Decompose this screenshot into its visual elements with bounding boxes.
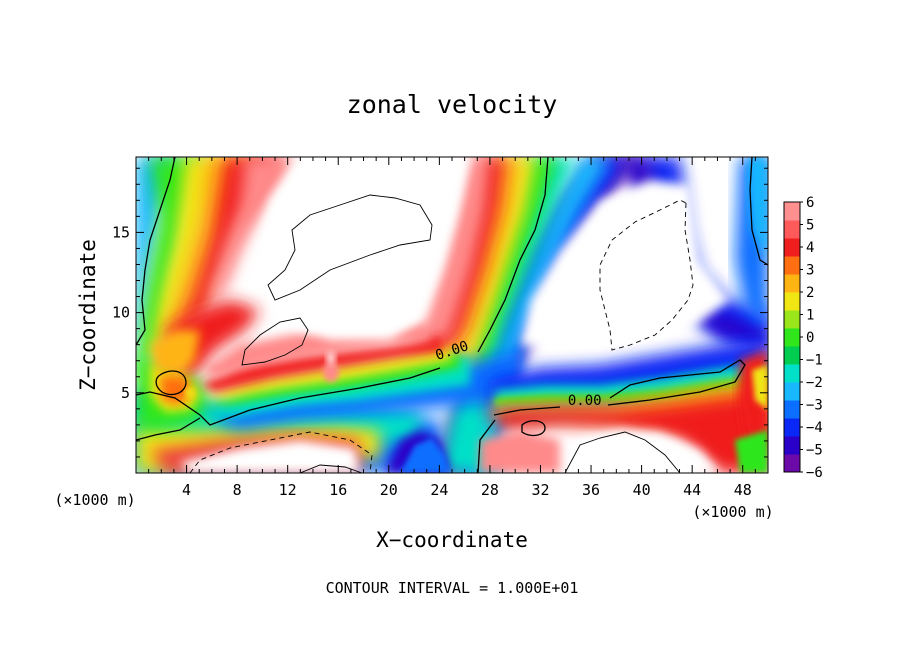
x-tick-label: 40 [633,481,651,499]
field-blob-3 [185,388,195,398]
colorbar-swatch [784,202,800,221]
x-tick-label: 20 [380,481,398,499]
colorbar-swatch [784,364,800,383]
colorbar-labels: 6 5 4 3 2 1 0 −1 −2 −3 −4 −5 −6 [800,195,823,481]
colorbar-label: 5 [806,218,814,234]
contour-interval-note: CONTOUR INTERVAL = 1.000E+01 [326,579,579,597]
colorbar-swatch [784,436,800,455]
x-axis-label: X−coordinate [376,528,528,552]
colorbar-label: 6 [806,195,814,211]
colorbar-swatch [784,328,800,347]
colorbar [784,202,800,473]
x-unit-left: (×1000 m) [54,491,135,509]
x-tick-label: 24 [430,481,448,499]
colorbar-label: 4 [806,240,814,256]
colorbar-swatch [784,220,800,239]
chart-title: zonal velocity [347,90,558,119]
colorbar-swatch [784,400,800,419]
colorbar-label: −4 [806,420,823,436]
colorbar-swatch [784,382,800,401]
x-tick-label: 44 [683,481,701,499]
colorbar-label: −2 [806,375,823,391]
colorbar-swatch [784,292,800,311]
x-tick-label: 36 [582,481,600,499]
x-tick-label: 28 [481,481,499,499]
heatmap-field [136,157,768,473]
field-blob-2 [326,351,336,365]
colorbar-label: −1 [806,353,823,369]
x-tick-label: 32 [531,481,549,499]
colorbar-label: 1 [806,308,814,324]
x-unit-right: (×1000 m) [692,503,773,521]
y-tick-label: 10 [112,304,130,322]
colorbar-label: 2 [806,285,814,301]
y-tick-label: 5 [121,384,130,402]
x-tick-label: 48 [734,481,752,499]
colorbar-swatch [784,346,800,365]
colorbar-swatch [784,418,800,437]
colorbar-swatch [784,274,800,293]
contour-label: 0.00 [568,393,602,409]
colorbar-label: −5 [806,443,823,459]
x-tick-label: 16 [329,481,347,499]
x-tick-label: 4 [182,481,191,499]
colorbar-label: 3 [806,263,814,279]
x-tick-label: 12 [279,481,297,499]
colorbar-swatch [784,454,800,473]
y-tick-label: 15 [112,223,130,241]
colorbar-swatch [784,256,800,275]
colorbar-label: −6 [806,465,823,481]
colorbar-label: 0 [806,330,814,346]
colorbar-swatch [784,238,800,257]
colorbar-swatch [784,310,800,329]
x-tick-label: 8 [233,481,242,499]
y-axis-label: Z−coordinate [76,239,100,391]
colorbar-label: −3 [806,398,823,414]
